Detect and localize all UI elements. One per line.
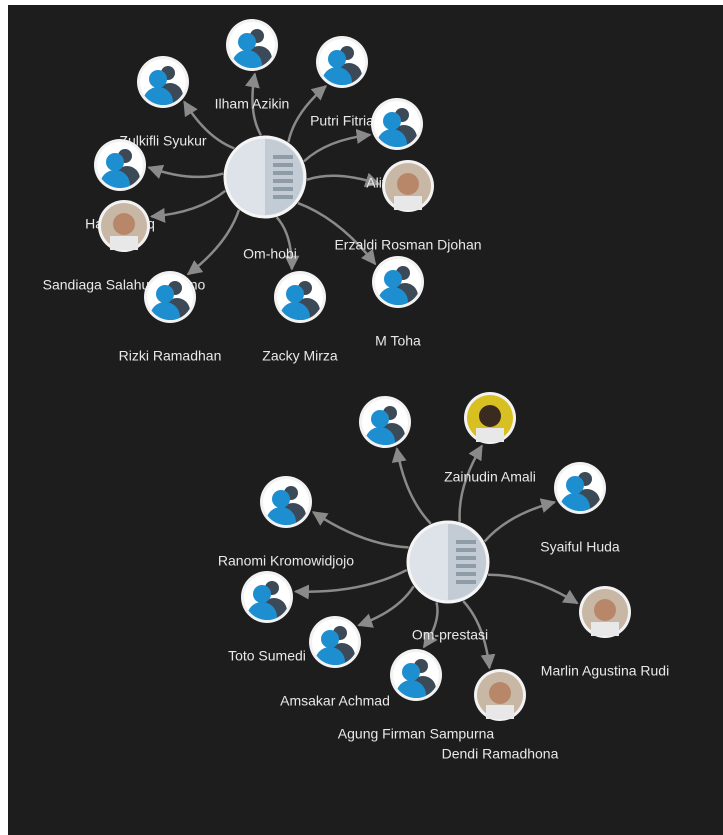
hub-line [273, 171, 293, 175]
avatar [98, 200, 150, 252]
node-label: Ranomi Kromowidjojo [218, 553, 354, 569]
node-label: Dendi Ramadhona [442, 746, 559, 762]
hub-line [456, 572, 476, 576]
photo-shirt [394, 196, 422, 210]
hub-line [456, 548, 476, 552]
hub-line [456, 540, 476, 544]
avatar [474, 669, 526, 721]
hub-line [273, 179, 293, 183]
icon-head [402, 663, 420, 681]
avatar [382, 160, 434, 212]
photo-shirt [110, 236, 138, 250]
hub-line [273, 187, 293, 191]
hub-node [408, 522, 488, 602]
icon-head [238, 33, 256, 51]
hub-line [273, 195, 293, 199]
node-label: Syaiful Huda [540, 539, 620, 555]
photo-face [397, 173, 419, 195]
node-label: Toto Sumedi [228, 648, 306, 664]
hub-line [273, 163, 293, 167]
node-label: M Toha [375, 333, 421, 349]
icon-head [286, 285, 304, 303]
hub-line [456, 564, 476, 568]
hub-label: Om-prestasi [412, 627, 488, 643]
photo-face [489, 682, 511, 704]
hub-line [456, 556, 476, 560]
node-label: Ilham Azikin [215, 96, 290, 112]
node-label: Agung Firman Sampurna [338, 726, 495, 742]
node-label: Rizki Ramadhan [119, 348, 222, 364]
photo-shirt [591, 622, 619, 636]
hub-line [273, 155, 293, 159]
hub-line [456, 580, 476, 584]
photo-shirt [476, 428, 504, 442]
icon-head [321, 630, 339, 648]
hub-node [225, 137, 305, 217]
node-label: Putri Fitria [310, 113, 374, 129]
page: {"groups":[ {"hub":{"label":"Om-hobi"},"… [0, 0, 723, 835]
photo-face [594, 599, 616, 621]
avatar [579, 586, 631, 638]
node-label: Zacky Mirza [262, 348, 338, 364]
network-diagram: Om-hobiIlham AzikinPutri FitriaZulkifli … [0, 0, 723, 835]
icon-head [384, 270, 402, 288]
icon-head [328, 50, 346, 68]
node-label: Erzaldi Rosman Djohan [334, 237, 481, 253]
photo-face [479, 405, 501, 427]
icon-head [149, 70, 167, 88]
icon-head [383, 112, 401, 130]
icon-head [566, 476, 584, 494]
icon-head [253, 585, 271, 603]
node-label: Marlin Agustina Rudi [541, 663, 669, 679]
photo-face [113, 213, 135, 235]
node-label: Amsakar Achmad [280, 693, 390, 709]
icon-head [371, 410, 389, 428]
icon-head [156, 285, 174, 303]
hub-label: Om-hobi [243, 246, 297, 262]
icon-head [106, 153, 124, 171]
node-label: Zainudin Amali [444, 469, 536, 485]
photo-shirt [486, 705, 514, 719]
icon-head [272, 490, 290, 508]
avatar [464, 392, 516, 444]
